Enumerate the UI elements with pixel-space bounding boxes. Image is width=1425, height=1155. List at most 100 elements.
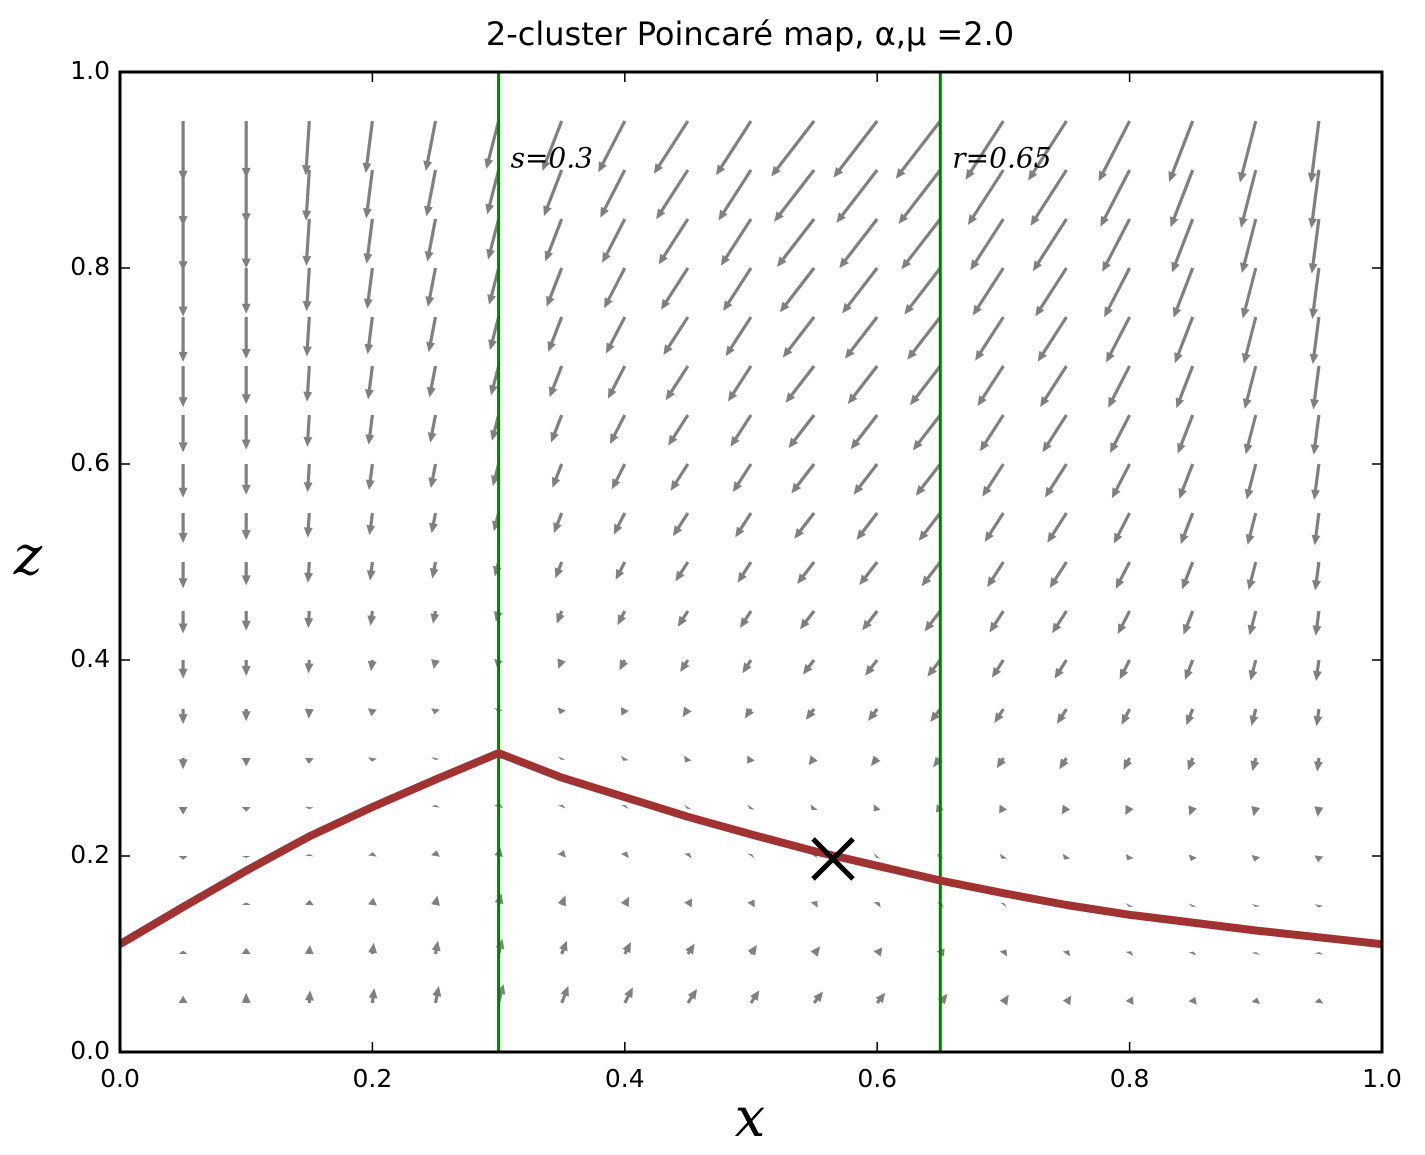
quiver-arrow bbox=[598, 120, 627, 173]
quiver-arrow bbox=[1106, 316, 1131, 363]
quiver-arrow bbox=[178, 950, 188, 954]
quiver-arrow bbox=[862, 610, 879, 631]
quiver-arrow bbox=[918, 512, 942, 541]
quiver-arrow bbox=[732, 463, 753, 493]
quiver-arrow bbox=[873, 853, 881, 859]
quiver-arrow bbox=[924, 610, 942, 632]
quiver-arrow bbox=[426, 316, 438, 353]
quiver-arrow bbox=[178, 366, 188, 408]
quiver-arrow bbox=[241, 317, 251, 359]
quiver-arrow bbox=[875, 992, 886, 1004]
quiver-arrow bbox=[1311, 463, 1321, 500]
quiver-arrow bbox=[431, 895, 440, 906]
quiver-arrow bbox=[367, 757, 377, 762]
quiver-arrow bbox=[367, 897, 377, 906]
quiver-arrow bbox=[429, 512, 438, 534]
quiver-arrow bbox=[1314, 952, 1324, 955]
quiver-arrow bbox=[611, 463, 627, 490]
quiver-arrow bbox=[677, 610, 690, 627]
quiver-arrow bbox=[984, 512, 1005, 542]
quiver-arrow bbox=[779, 267, 816, 313]
quiver-arrow bbox=[367, 852, 377, 857]
curve bbox=[117, 749, 1383, 949]
vline-annotation: s=0.3 bbox=[511, 142, 593, 175]
quiver-arrow bbox=[996, 757, 1006, 769]
quiver-arrow bbox=[856, 512, 879, 540]
quiver-arrow bbox=[1052, 610, 1068, 634]
quiver-arrow bbox=[910, 365, 942, 406]
quiver-arrow bbox=[431, 850, 440, 857]
quiver-arrow bbox=[1312, 561, 1321, 591]
y-tick-label: 0.2 bbox=[70, 840, 110, 869]
quiver-arrow bbox=[427, 414, 438, 443]
quiver-arrow bbox=[1049, 561, 1068, 589]
quiver-arrow bbox=[873, 804, 881, 812]
quiver-arrow bbox=[716, 120, 753, 176]
quiver-arrow bbox=[728, 365, 753, 402]
quiver-arrow bbox=[362, 120, 374, 174]
x-tick-label: 0.4 bbox=[605, 1064, 645, 1093]
quiver-arrow bbox=[1241, 316, 1258, 364]
quiver-arrow bbox=[1238, 120, 1258, 183]
quiver-arrow bbox=[178, 415, 188, 453]
quiver-arrow bbox=[429, 561, 439, 579]
quiver-arrow bbox=[967, 169, 1005, 225]
quiver-arrow bbox=[747, 853, 755, 859]
quiver-arrow bbox=[782, 316, 816, 358]
quiver-arrow bbox=[999, 902, 1008, 908]
quiver-arrow bbox=[241, 611, 251, 631]
x-tick-label: 1.0 bbox=[1362, 1064, 1402, 1093]
quiver-arrow bbox=[241, 219, 251, 269]
x-axis-label: x bbox=[735, 1086, 765, 1149]
quiver-arrow bbox=[737, 561, 753, 583]
quiver-arrow bbox=[1168, 120, 1195, 182]
quiver-arrow bbox=[1188, 951, 1197, 956]
quiver-arrow bbox=[1246, 561, 1258, 590]
quiver-arrow bbox=[684, 755, 692, 763]
quiver-arrow bbox=[673, 512, 690, 537]
quiver-arrow bbox=[178, 219, 188, 272]
quiver-arrow bbox=[895, 120, 942, 179]
quiver-arrow bbox=[777, 218, 816, 267]
quiver-arrow bbox=[904, 267, 942, 315]
quiver-arrow bbox=[178, 660, 188, 679]
quiver-arrow bbox=[304, 659, 314, 674]
quiver-arrow bbox=[747, 804, 755, 810]
quiver-arrow bbox=[740, 610, 753, 628]
quiver-arrow bbox=[810, 804, 818, 811]
quiver-arrow bbox=[1251, 903, 1261, 907]
quiver-arrow bbox=[367, 659, 377, 672]
quiver-arrow bbox=[241, 992, 251, 1003]
quiver-arrow bbox=[1309, 267, 1321, 319]
quiver-arrow bbox=[553, 512, 564, 534]
quiver-arrow bbox=[1239, 169, 1258, 228]
x-tick-label: 0.0 bbox=[100, 1064, 140, 1093]
quiver-arrow bbox=[1171, 218, 1195, 273]
quiver-arrow bbox=[791, 463, 816, 494]
quiver-arrow bbox=[1102, 218, 1131, 272]
quiver-arrow bbox=[241, 121, 251, 178]
quiver-arrow bbox=[1047, 512, 1068, 543]
quiver-arrow bbox=[367, 610, 377, 626]
quiver-arrow bbox=[557, 707, 566, 715]
quiver-arrow bbox=[560, 985, 569, 1004]
quiver-arrow bbox=[363, 218, 374, 264]
quiver-arrow bbox=[1251, 854, 1261, 862]
quiver-arrow bbox=[1059, 757, 1069, 770]
quiver-arrow bbox=[303, 365, 313, 402]
quiver-arrow bbox=[303, 512, 313, 538]
quiver-arrow bbox=[810, 946, 821, 957]
quiver-arrow bbox=[241, 902, 251, 905]
quiver-arrow bbox=[1314, 904, 1324, 908]
quiver-arrow bbox=[1313, 708, 1323, 727]
quiver-arrow bbox=[936, 853, 944, 859]
quiver-arrow bbox=[847, 365, 879, 404]
quiver-arrow bbox=[1240, 267, 1258, 319]
quiver-arrow bbox=[735, 512, 753, 538]
quiver-arrow bbox=[178, 995, 188, 1003]
vline-annotation: r=0.65 bbox=[952, 142, 1051, 175]
quiver-arrow bbox=[1244, 463, 1258, 500]
quiver-arrow bbox=[1104, 267, 1131, 318]
quiver-arrow bbox=[991, 659, 1005, 678]
